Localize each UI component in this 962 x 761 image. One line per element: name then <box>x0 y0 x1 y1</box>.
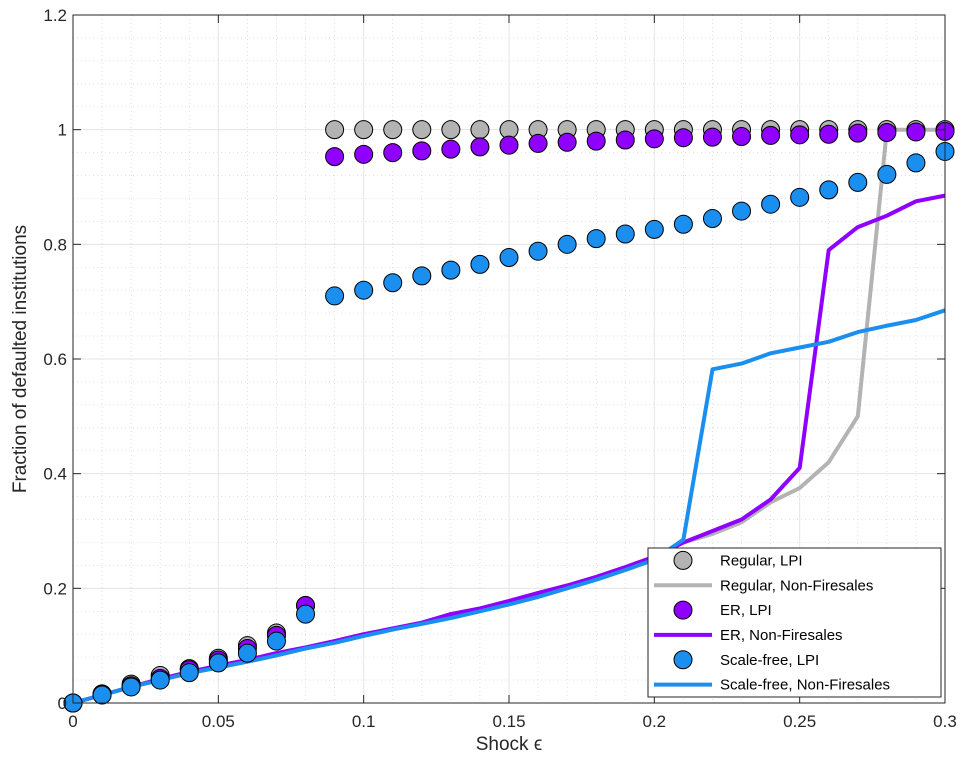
x-tick-label: 0.3 <box>933 712 957 731</box>
legend-item: Regular, Non-Firesales <box>654 577 873 594</box>
data-point <box>325 286 345 306</box>
data-point <box>557 234 577 254</box>
data-point <box>848 172 868 192</box>
data-point <box>557 132 577 152</box>
y-tick-label: 1 <box>58 121 67 140</box>
y-tick-label: 0 <box>58 694 67 713</box>
x-axis-label: Shock ϵ <box>476 734 542 755</box>
data-point <box>412 141 432 161</box>
data-point <box>586 229 606 249</box>
data-point <box>790 125 810 145</box>
data-point <box>819 124 839 144</box>
data-point <box>499 248 519 268</box>
data-point <box>615 130 635 150</box>
data-point <box>412 266 432 286</box>
data-point <box>441 260 461 280</box>
data-point <box>790 187 810 207</box>
y-tick-label: 0.6 <box>43 350 67 369</box>
data-point <box>441 120 461 140</box>
legend-item: ER, Non-Firesales <box>654 627 843 644</box>
data-point <box>179 663 199 683</box>
data-point <box>877 164 897 184</box>
legend-item: ER, LPI <box>673 600 772 620</box>
data-point <box>325 147 345 167</box>
data-point <box>121 677 141 697</box>
x-tick-label: 0.15 <box>492 712 525 731</box>
data-point <box>325 120 345 140</box>
plot-area <box>63 14 955 713</box>
legend-item: Regular, LPI <box>673 550 803 570</box>
data-point <box>499 135 519 155</box>
data-point <box>761 125 781 145</box>
legend-label: Scale-free, Non-Firesales <box>720 677 890 694</box>
data-point <box>615 224 635 244</box>
legend-label: Scale-free, LPI <box>720 652 819 669</box>
data-point <box>383 120 403 140</box>
y-tick-label: 0.2 <box>43 579 67 598</box>
data-point <box>237 643 257 663</box>
x-tick-label: 0.2 <box>643 712 667 731</box>
data-point <box>673 214 693 234</box>
data-point <box>906 153 926 173</box>
data-point <box>383 273 403 293</box>
data-point <box>644 129 664 149</box>
legend-swatch <box>673 650 693 670</box>
y-tick-label: 1.2 <box>43 6 67 25</box>
data-point <box>470 120 490 140</box>
data-point <box>470 137 490 157</box>
data-point <box>906 122 926 142</box>
series-markers <box>63 120 955 713</box>
legend-label: ER, Non-Firesales <box>720 627 843 644</box>
y-tick-label: 0.8 <box>43 235 67 254</box>
data-point <box>354 120 374 140</box>
legend-swatch <box>673 550 693 570</box>
data-point <box>586 131 606 151</box>
data-point <box>702 209 722 229</box>
data-point <box>673 128 693 148</box>
data-point <box>383 143 403 163</box>
data-point <box>441 139 461 159</box>
data-point <box>819 180 839 200</box>
data-point <box>528 241 548 261</box>
data-point <box>208 653 228 673</box>
data-point <box>877 123 897 143</box>
data-point <box>354 280 374 300</box>
x-tick-label: 0 <box>68 712 77 731</box>
legend-swatch <box>673 600 693 620</box>
data-point <box>296 604 316 624</box>
x-tick-label: 0.05 <box>202 712 235 731</box>
data-point <box>761 194 781 214</box>
legend: Regular, LPI Regular, Non-Firesales ER, LP… <box>647 547 942 698</box>
y-tick-label: 0.4 <box>43 465 67 484</box>
data-point <box>354 144 374 164</box>
data-point <box>92 685 112 705</box>
data-point <box>702 127 722 147</box>
data-point <box>644 219 664 239</box>
y-tick-labels: 0 0.2 0.4 0.6 0.8 1 1.2 <box>43 6 67 713</box>
ticks <box>72 14 946 704</box>
x-tick-label: 0.25 <box>783 712 816 731</box>
legend-item: Scale-free, LPI <box>673 650 819 670</box>
legend-label: Regular, Non-Firesales <box>720 577 873 594</box>
legend-item: Scale-free, Non-Firesales <box>654 677 890 694</box>
data-point <box>266 631 286 651</box>
legend-label: ER, LPI <box>720 602 772 619</box>
data-point <box>848 123 868 143</box>
data-point <box>732 201 752 221</box>
x-tick-label: 0.1 <box>352 712 376 731</box>
legend-box <box>647 547 942 698</box>
data-point <box>470 254 490 274</box>
data-point <box>412 120 432 140</box>
data-point <box>732 127 752 147</box>
legend-label: Regular, LPI <box>720 552 803 569</box>
data-point <box>150 670 170 690</box>
y-axis-label: Fraction of defaulted institutions <box>10 225 31 493</box>
data-point <box>528 133 548 153</box>
series-markers-scale-free-lpi <box>63 141 955 713</box>
x-tick-labels: 0 0.05 0.1 0.15 0.2 0.25 0.3 <box>68 712 957 731</box>
